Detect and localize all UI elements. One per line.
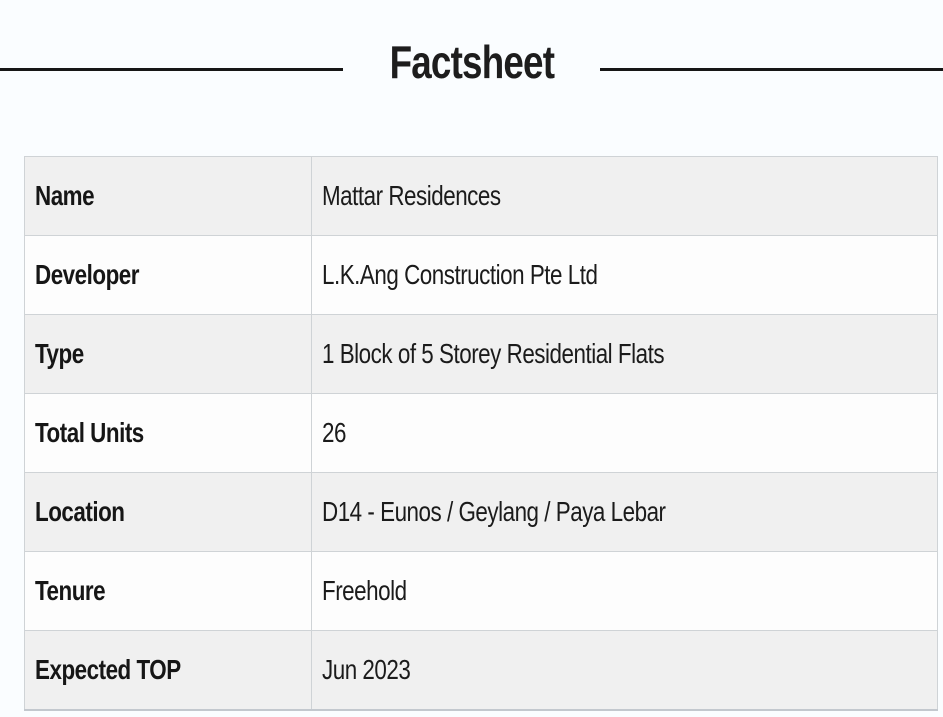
row-label-type-text: Type (35, 338, 84, 369)
table-row-type: Type 1 Block of 5 Storey Residential Fla… (24, 314, 938, 394)
row-label-tenure-text: Tenure (35, 575, 106, 606)
row-value-name: Mattar Residences (311, 156, 938, 236)
row-value-type-text: 1 Block of 5 Storey Residential Flats (322, 338, 665, 369)
table-row-developer: Developer L.K.Ang Construction Pte Ltd (24, 235, 938, 315)
table-row-location: Location D14 - Eunos / Geylang / Paya Le… (24, 472, 938, 552)
row-label-type: Type (24, 314, 312, 394)
row-label-location-text: Location (35, 496, 125, 527)
row-label-location: Location (24, 472, 312, 552)
table-row-name: Name Mattar Residences (24, 156, 938, 236)
row-value-developer-text: L.K.Ang Construction Pte Ltd (322, 259, 598, 290)
factsheet-table: Name Mattar Residences Developer L.K.Ang… (24, 156, 938, 711)
row-value-total-units: 26 (311, 393, 938, 473)
table-row-expected-top: Expected TOP Jun 2023 (24, 630, 938, 711)
row-label-total-units: Total Units (24, 393, 312, 473)
row-value-location: D14 - Eunos / Geylang / Paya Lebar (311, 472, 938, 552)
row-value-type: 1 Block of 5 Storey Residential Flats (311, 314, 938, 394)
row-value-expected-top: Jun 2023 (311, 630, 938, 711)
row-label-tenure: Tenure (24, 551, 312, 631)
row-value-tenure-text: Freehold (322, 575, 407, 606)
factsheet-header: Factsheet (0, 0, 943, 88)
row-value-developer: L.K.Ang Construction Pte Ltd (311, 235, 938, 315)
row-value-name-text: Mattar Residences (322, 180, 501, 211)
factsheet-table-body: Name Mattar Residences Developer L.K.Ang… (24, 156, 938, 711)
page-title: Factsheet (369, 36, 575, 88)
page-title-text: Factsheet (389, 36, 554, 88)
row-label-developer: Developer (24, 235, 312, 315)
row-label-name: Name (24, 156, 312, 236)
row-value-total-units-text: 26 (322, 417, 346, 448)
row-value-location-text: D14 - Eunos / Geylang / Paya Lebar (322, 496, 666, 527)
row-label-name-text: Name (35, 180, 95, 211)
row-label-expected-top-text: Expected TOP (35, 654, 181, 685)
row-label-developer-text: Developer (35, 259, 139, 290)
row-value-tenure: Freehold (311, 551, 938, 631)
row-label-total-units-text: Total Units (35, 417, 144, 448)
row-value-expected-top-text: Jun 2023 (322, 654, 411, 685)
title-rule-left (0, 67, 343, 71)
row-label-expected-top: Expected TOP (24, 630, 312, 711)
table-row-tenure: Tenure Freehold (24, 551, 938, 631)
table-row-total-units: Total Units 26 (24, 393, 938, 473)
title-rule-right (600, 67, 943, 71)
